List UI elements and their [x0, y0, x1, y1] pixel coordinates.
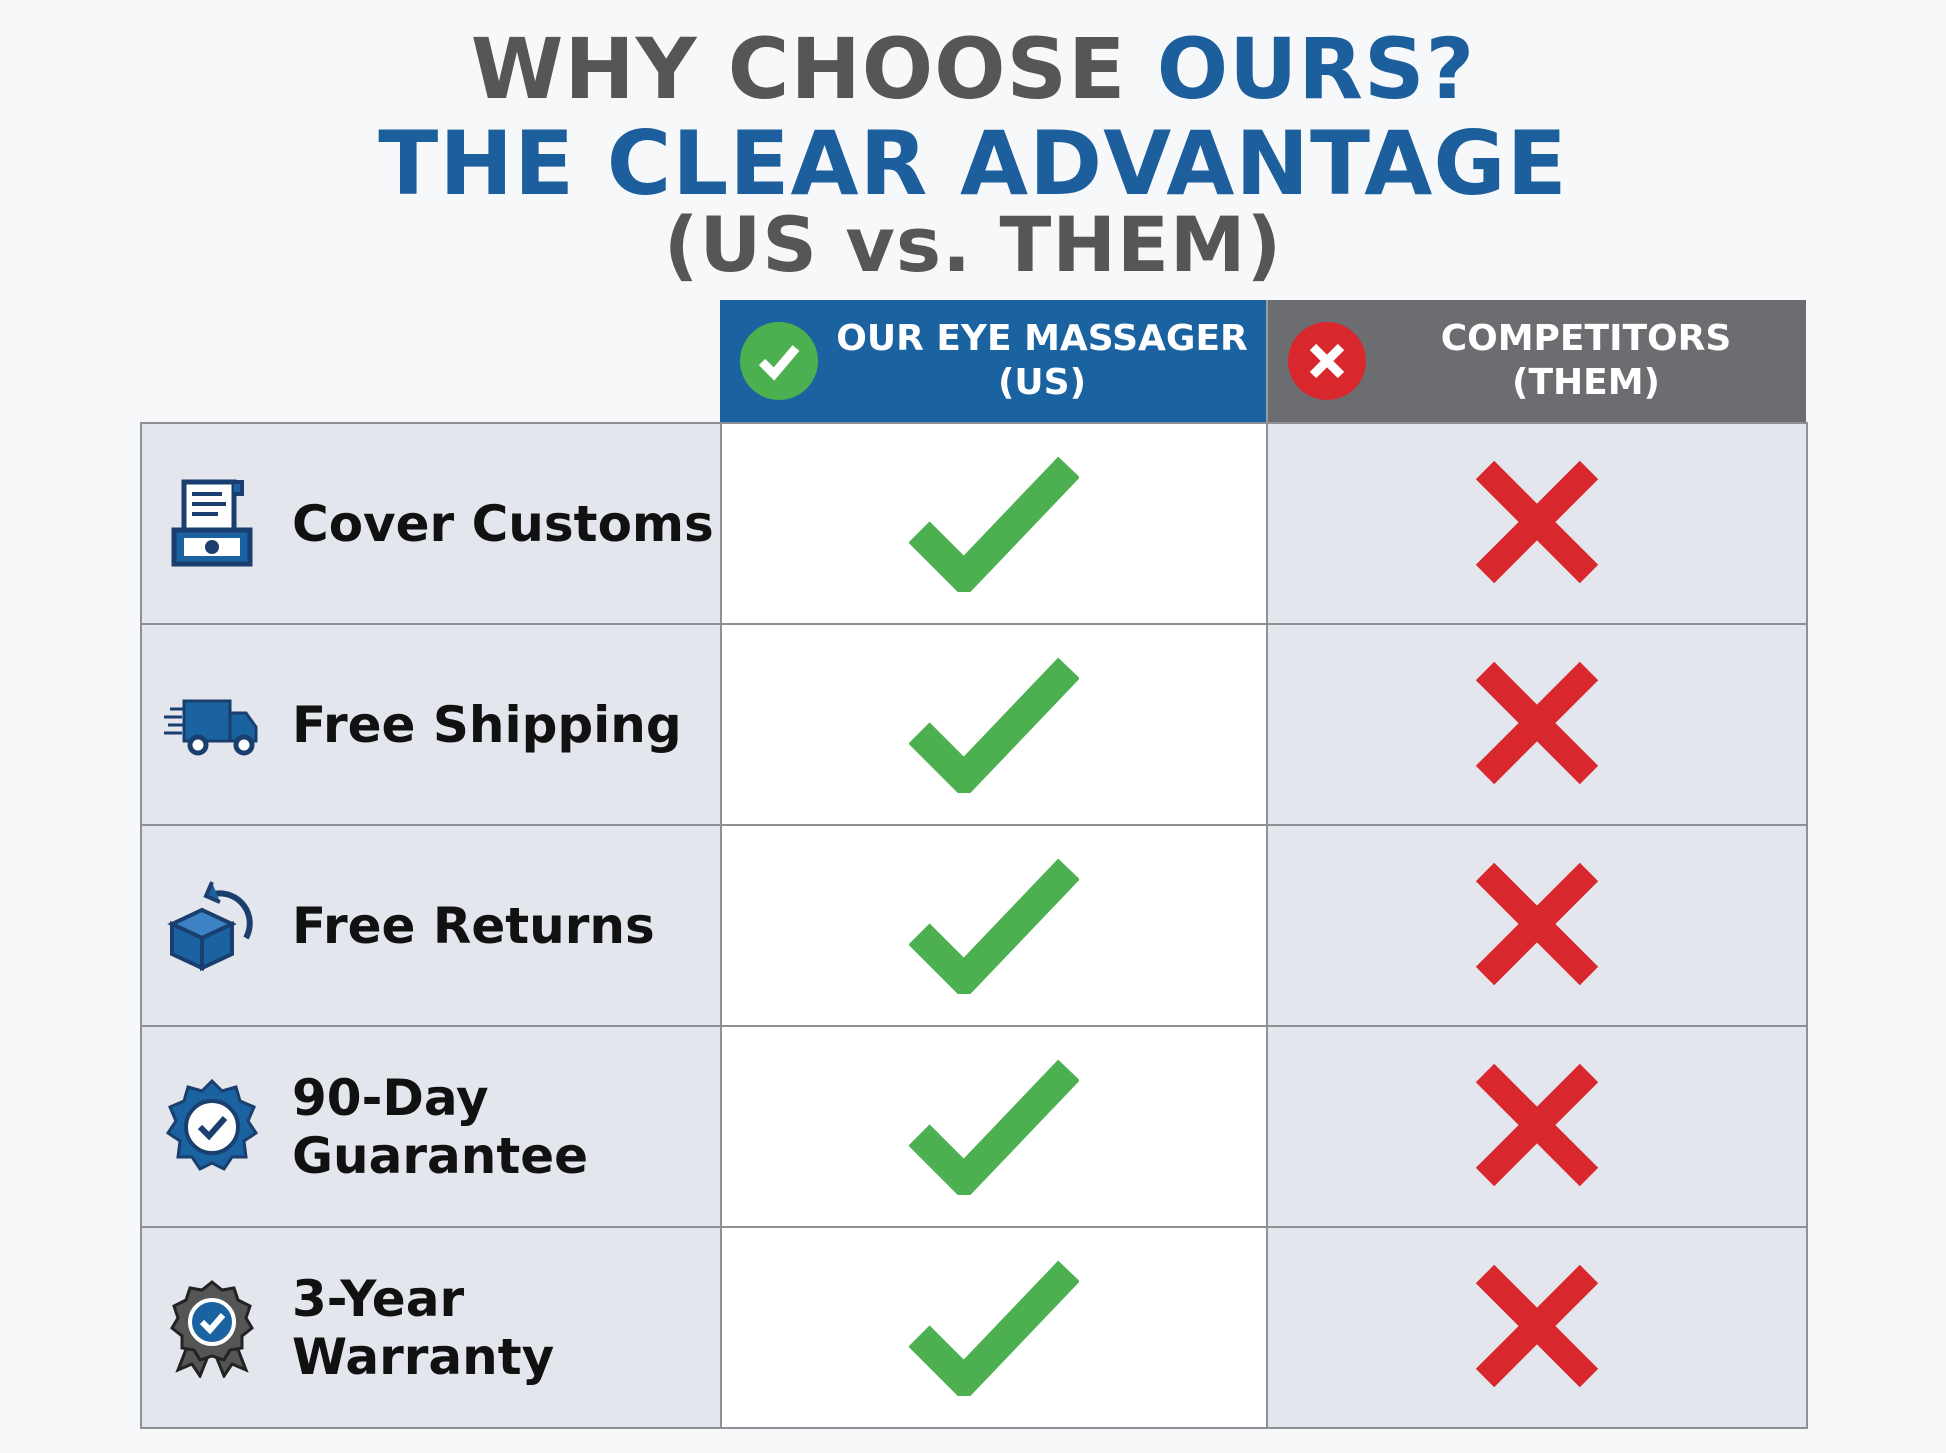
- comparison-table: Cover Customs Free Shipping Free Returns 90…: [140, 422, 1808, 1429]
- customs-receipt-icon: [171, 479, 253, 566]
- title-line-2: THE CLEAR ADVANTAGE: [378, 112, 1568, 215]
- us-cell: [720, 422, 1268, 625]
- green-check-icon: [908, 657, 1080, 799]
- green-check-icon: [908, 858, 1080, 1000]
- red-x-icon: [1475, 1063, 1599, 1186]
- header-us-line1: OUR EYE MASSAGER: [836, 318, 1248, 359]
- feature-label: Cover Customs: [292, 494, 714, 553]
- them-cell: [1266, 824, 1808, 1027]
- title-text: WHY CHOOSE: [470, 20, 1157, 118]
- red-x-icon: [1475, 661, 1599, 784]
- title-line-1: WHY CHOOSE OURS?: [0, 20, 1946, 118]
- red-x-icon: [1475, 862, 1599, 985]
- header-us-line2: (US): [997, 362, 1087, 403]
- table-row: Cover Customs: [140, 422, 1808, 625]
- x-circle-icon: [1288, 322, 1366, 400]
- feature-label: Free Shipping: [292, 695, 682, 754]
- green-check-icon: [908, 456, 1080, 598]
- us-cell: [720, 623, 1268, 826]
- them-cell: [1266, 1025, 1808, 1228]
- feature-cell: 90-Day Guarantee: [140, 1025, 722, 1228]
- return-box-icon: [167, 880, 253, 971]
- title-highlight: OURS?: [1156, 20, 1476, 118]
- them-cell: [1266, 623, 1808, 826]
- us-cell: [720, 1226, 1268, 1429]
- red-x-icon: [1475, 460, 1599, 583]
- red-x-icon: [1475, 1264, 1599, 1387]
- delivery-truck-icon: [164, 699, 258, 755]
- green-check-icon: [908, 1059, 1080, 1201]
- table-row: 90-Day Guarantee: [140, 1025, 1808, 1228]
- table-row: Free Returns: [140, 824, 1808, 1027]
- feature-cell: 3-Year Warranty: [140, 1226, 722, 1429]
- us-cell: [720, 1025, 1268, 1228]
- check-circle-icon: [740, 322, 818, 400]
- table-row: 3-Year Warranty: [140, 1226, 1808, 1429]
- them-cell: [1266, 422, 1808, 625]
- feature-label: 90-Day Guarantee: [292, 1068, 589, 1185]
- feature-label: Free Returns: [292, 896, 655, 955]
- feature-cell: Free Shipping: [140, 623, 722, 826]
- header-them-line1: COMPETITORS: [1440, 318, 1732, 359]
- feature-label: 3-Year Warranty: [292, 1269, 555, 1386]
- feature-cell: Cover Customs: [140, 422, 722, 625]
- table-row: Free Shipping: [140, 623, 1808, 826]
- header-them-line2: (THEM): [1511, 362, 1660, 403]
- green-check-icon: [908, 1260, 1080, 1402]
- column-header-them: COMPETITORS (THEM): [1266, 300, 1806, 422]
- column-header-us: OUR EYE MASSAGER (US): [720, 300, 1266, 422]
- warranty-ribbon-icon: [170, 1279, 254, 1378]
- them-cell: [1266, 1226, 1808, 1429]
- guarantee-badge-icon: [165, 1078, 259, 1171]
- title-line-3: (US vs. THEM): [663, 200, 1283, 289]
- us-cell: [720, 824, 1268, 1027]
- feature-cell: Free Returns: [140, 824, 722, 1027]
